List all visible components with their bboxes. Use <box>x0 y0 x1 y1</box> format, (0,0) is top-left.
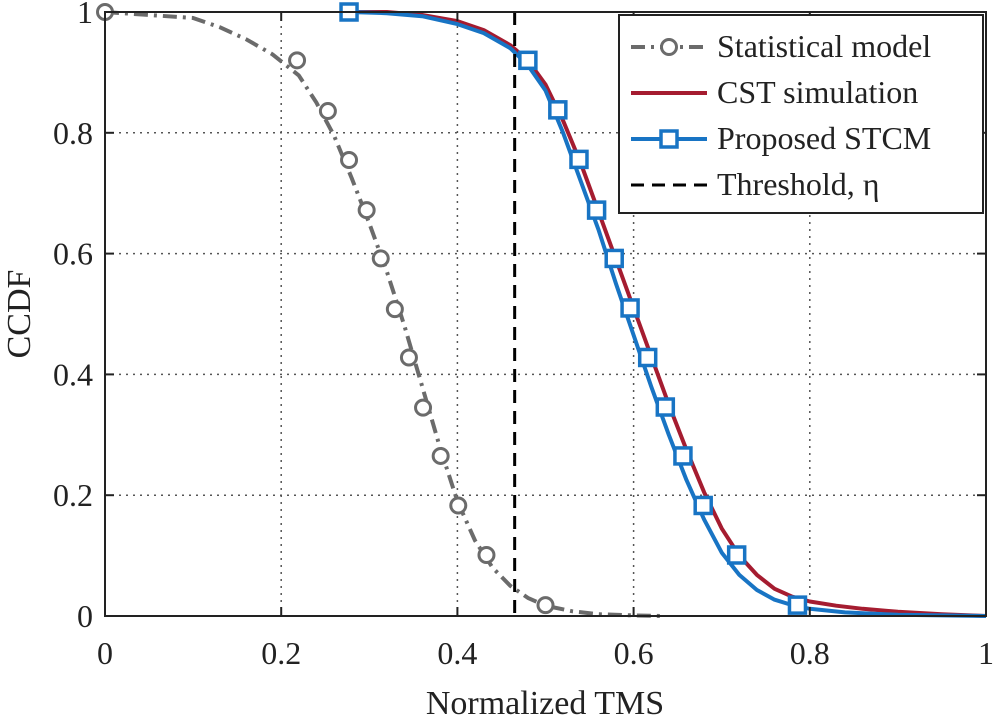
data-point-marker <box>673 446 693 466</box>
y-tick-label: 1 <box>77 0 93 30</box>
legend-label: Statistical model <box>717 28 931 64</box>
x-axis-label: Normalized TMS <box>426 685 664 720</box>
data-point-marker <box>518 50 538 71</box>
legend-box <box>618 14 984 214</box>
data-point-marker <box>655 397 676 417</box>
y-tick-label: 0.8 <box>53 115 93 151</box>
series-statistical-model <box>96 3 661 618</box>
data-point-marker <box>548 100 568 120</box>
axis-ticks: 0 0.2 0.4 0.6 0.8 1 0 0.2 0.4 0.6 0.8 1 <box>53 0 994 671</box>
series-line <box>349 10 987 618</box>
data-point-marker <box>586 200 607 220</box>
data-point-marker <box>399 348 418 367</box>
y-axis-label: CCDF <box>1 270 38 359</box>
data-point-marker <box>620 298 640 318</box>
legend-item: Statistical model <box>631 28 931 64</box>
data-point-marker <box>787 595 808 615</box>
series-cst-simulation <box>349 10 987 618</box>
x-tick-label: 0.6 <box>614 635 654 671</box>
data-point-marker <box>604 248 624 269</box>
y-tick-label: 0 <box>77 598 93 634</box>
x-tick-label: 0.4 <box>437 635 477 671</box>
x-tick-label: 0.2 <box>261 635 301 671</box>
data-point-marker <box>536 596 555 615</box>
data-series <box>96 2 987 618</box>
legend-item: Threshold, η <box>631 166 879 202</box>
data-point-marker <box>414 398 433 417</box>
data-point-marker <box>569 149 589 170</box>
data-point-marker <box>726 545 747 565</box>
series-line <box>104 10 661 618</box>
y-tick-label: 0.2 <box>53 477 93 513</box>
data-point-marker <box>477 545 496 564</box>
x-tick-label: 0.8 <box>790 635 830 671</box>
data-point-marker <box>693 495 713 516</box>
legend-label: CST simulation <box>717 74 918 110</box>
legend-marker <box>660 38 678 56</box>
series-proposed-stcm <box>339 2 987 618</box>
data-point-marker <box>431 446 450 465</box>
data-point-marker <box>637 347 658 368</box>
data-point-marker <box>385 300 404 319</box>
plot-frame <box>104 11 987 617</box>
y-tick-label: 0.4 <box>53 356 93 392</box>
legend-marker <box>659 129 679 149</box>
legend-label: Threshold, η <box>717 166 879 202</box>
data-point-marker <box>288 51 307 70</box>
data-point-marker <box>357 201 376 220</box>
data-point-marker <box>340 150 359 169</box>
x-tick-label: 1 <box>978 635 994 671</box>
legend: Statistical model CST simulation Proposed … <box>618 14 984 214</box>
legend-label: Proposed STCM <box>717 120 931 156</box>
data-point-marker <box>371 249 390 268</box>
x-tick-label: 0 <box>97 635 113 671</box>
legend-item: Proposed STCM <box>631 120 931 156</box>
data-point-marker <box>449 496 468 515</box>
legend-item: CST simulation <box>631 74 918 110</box>
y-tick-label: 0.6 <box>53 236 93 272</box>
data-point-marker <box>318 102 337 121</box>
